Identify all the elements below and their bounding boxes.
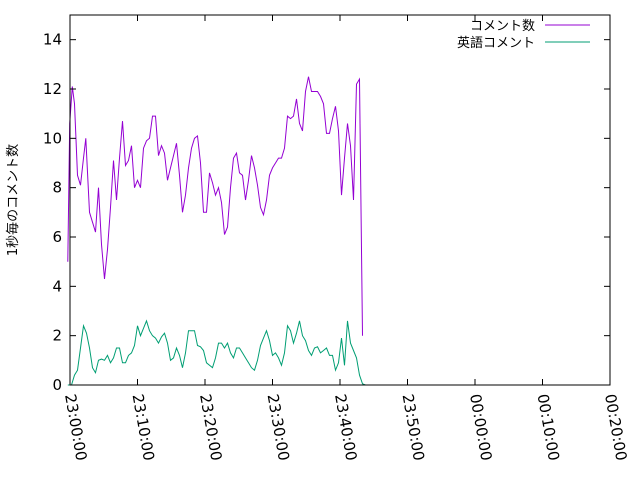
y-tick-label: 12 — [43, 80, 62, 98]
y-axis-label: 1秒毎のコメント数 — [5, 144, 21, 256]
y-tick-label: 6 — [52, 228, 62, 246]
y-tick-label: 4 — [52, 277, 62, 295]
series-line-2 — [67, 319, 366, 386]
legend-label-2: 英語コメント — [457, 35, 535, 51]
y-axis: 0 2 4 6 8 10 12 14 — [43, 31, 610, 394]
legend-label-1: コメント数 — [470, 19, 535, 34]
y-tick-label: 14 — [43, 31, 62, 49]
y-tick-label: 0 — [52, 376, 62, 394]
y-tick-label: 8 — [52, 179, 62, 197]
y-tick-label: 10 — [43, 129, 62, 147]
series-layer — [67, 76, 366, 386]
y-tick-label: 2 — [52, 327, 62, 345]
series-line-1 — [67, 76, 363, 336]
